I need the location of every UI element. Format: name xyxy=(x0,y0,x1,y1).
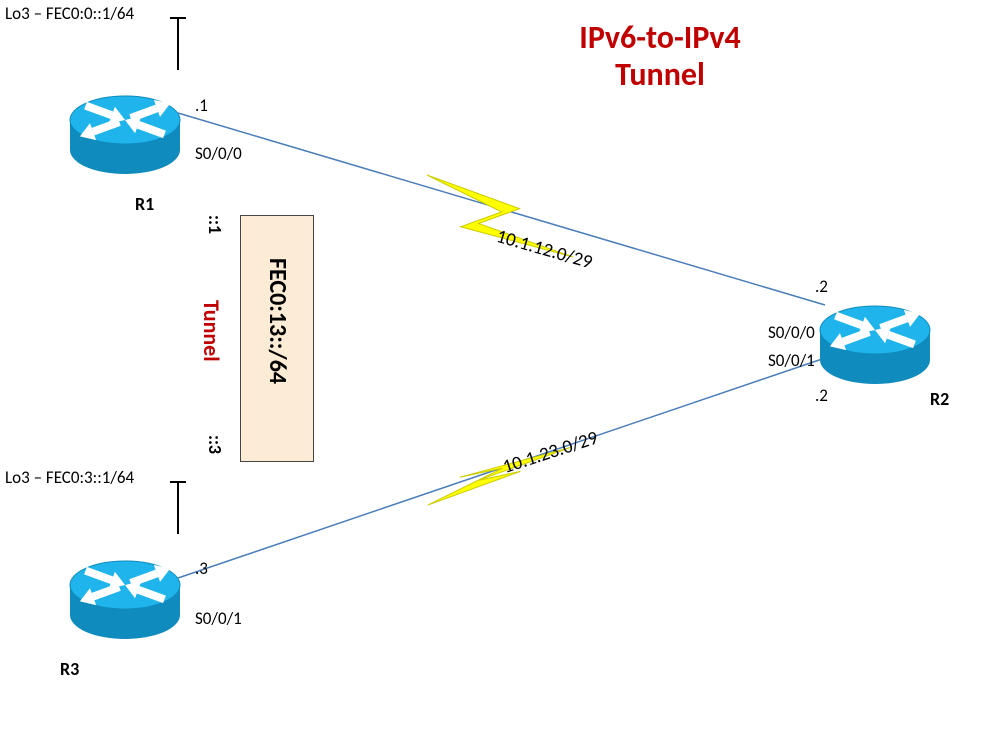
diagram-svg xyxy=(0,0,991,731)
title-line1: IPv6-to-IPv4 xyxy=(500,20,820,57)
r3-ip-suffix: .3 xyxy=(195,558,208,579)
r1-loopback: Lo3 – FEC0:0::1/64 xyxy=(5,3,134,24)
loopback-bracket-r1 xyxy=(170,18,186,70)
diagram-title: IPv6-to-IPv4 Tunnel xyxy=(500,20,820,94)
tunnel-end-top: ::1 xyxy=(204,215,226,234)
title-line2: Tunnel xyxy=(500,57,820,94)
r1-port: S0/0/0 xyxy=(195,143,242,164)
r3-name: R3 xyxy=(60,658,79,680)
tunnel-label: Tunnel xyxy=(198,300,225,362)
r1-ip-suffix: .1 xyxy=(195,95,208,116)
r2-bottom-ip: .2 xyxy=(815,385,828,406)
r2-bottom-port: S0/0/1 xyxy=(768,350,815,371)
r2-name: R2 xyxy=(930,388,949,410)
tunnel-network: FEC0:13::/64 xyxy=(263,258,292,384)
r3-port: S0/0/1 xyxy=(195,608,242,629)
tunnel-end-bottom: ::3 xyxy=(204,435,226,454)
r1-name: R1 xyxy=(135,193,154,215)
r2-top-ip: .2 xyxy=(815,276,828,297)
r2-top-port: S0/0/0 xyxy=(768,322,815,343)
loopback-bracket-r3 xyxy=(170,482,186,534)
router-r1-icon xyxy=(70,95,180,174)
router-r3-icon xyxy=(70,560,180,639)
router-r2-icon xyxy=(820,305,930,384)
r3-loopback: Lo3 – FEC0:3::1/64 xyxy=(5,467,134,488)
